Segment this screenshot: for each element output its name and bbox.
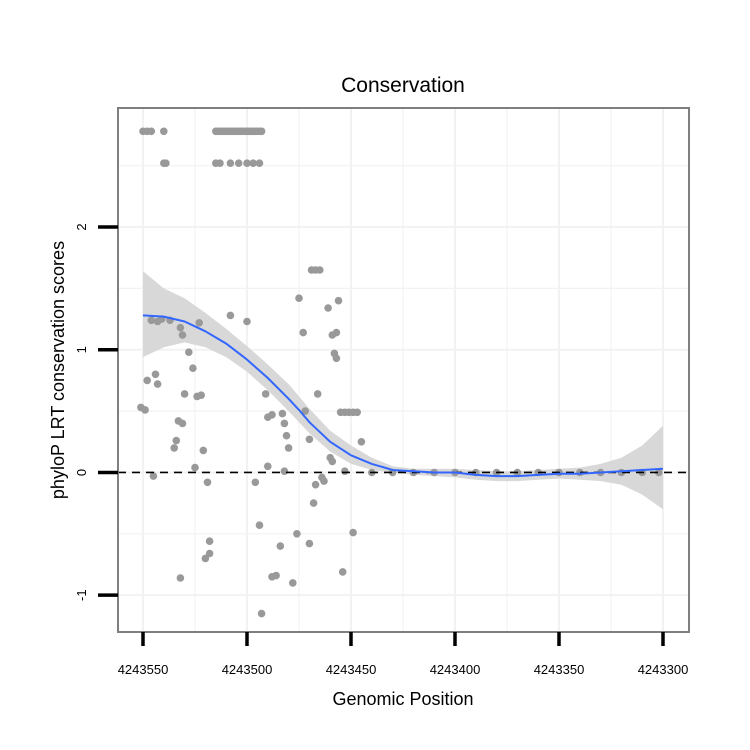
y-axis-title: phyloP LRT conservation scores [48,241,68,499]
data-point [655,468,663,477]
data-point [216,159,224,167]
data-point [149,472,158,480]
data-point [257,609,266,618]
data-point [255,521,264,529]
data-point [311,480,320,489]
data-point [191,463,199,472]
y-tick-label: 1 [74,346,89,353]
data-point [153,380,162,388]
data-point [264,462,272,471]
data-point [243,159,251,167]
x-tick-label: 4243350 [534,662,585,677]
data-point [295,294,303,303]
data-point [205,537,214,545]
y-tick-label: 0 [74,469,89,476]
data-point [195,319,203,327]
data-point [178,331,187,339]
data-point [357,438,366,446]
chart-title: Conservation [341,74,465,97]
data-point [201,554,210,563]
data-point [334,296,343,305]
plot-frame [117,107,690,633]
x-tick-label: 4243300 [638,662,689,677]
data-point [251,478,260,487]
data-point [289,579,297,587]
data-point [185,348,193,357]
scatter-points [137,127,663,618]
data-point [280,467,289,476]
data-point [313,390,322,398]
data-point [305,435,314,444]
y-tick-label: -1 [74,589,89,601]
data-point [170,444,178,452]
data-point [261,390,270,398]
data-point [172,436,181,445]
data-point [268,411,276,419]
data-point [147,316,156,325]
x-tick-label: 4243400 [430,662,481,677]
data-point [276,542,285,550]
data-point [316,266,324,274]
data-point [328,457,337,466]
data-point [176,574,185,582]
data-point [280,419,289,428]
data-point [203,478,212,487]
data-point [176,323,185,332]
data-point [178,419,187,428]
y-axis-ticks: -1 0 1 2 [74,223,118,601]
data-point [282,431,291,440]
data-point [226,159,235,167]
data-point [341,467,349,476]
x-tick-label: 4243450 [326,662,377,677]
data-point [160,127,168,136]
data-point [257,127,266,136]
data-point [180,390,189,398]
data-point [332,354,341,363]
data-point [301,407,310,415]
data-point [243,317,251,326]
data-point [189,364,197,373]
data-point [143,376,151,385]
data-point [255,159,264,167]
data-point [349,528,357,537]
data-point [199,446,208,455]
data-point [299,328,308,337]
data-point [338,568,347,576]
data-point [332,328,341,337]
data-point [305,539,314,548]
data-point [226,311,235,320]
data-point [147,127,156,136]
data-point [141,406,149,414]
x-tick-label: 4243500 [222,662,273,677]
data-point [284,444,293,452]
data-point [320,477,328,485]
data-point [309,499,318,507]
data-point [197,391,205,400]
y-tick-label: 2 [74,223,89,230]
data-point [353,408,362,417]
data-point [234,159,243,167]
data-point [249,159,257,167]
data-point [293,530,301,538]
data-point [324,304,332,312]
data-point [268,573,276,581]
data-point [278,409,287,418]
x-axis-title: Genomic Position [332,689,473,709]
smooth-trend-line [142,314,664,478]
data-point [162,159,170,167]
x-axis-ticks: 4243550 4243500 4243450 4243400 4243350 42433… [118,632,689,677]
data-point [151,370,160,379]
x-tick-label: 4243550 [118,662,169,677]
